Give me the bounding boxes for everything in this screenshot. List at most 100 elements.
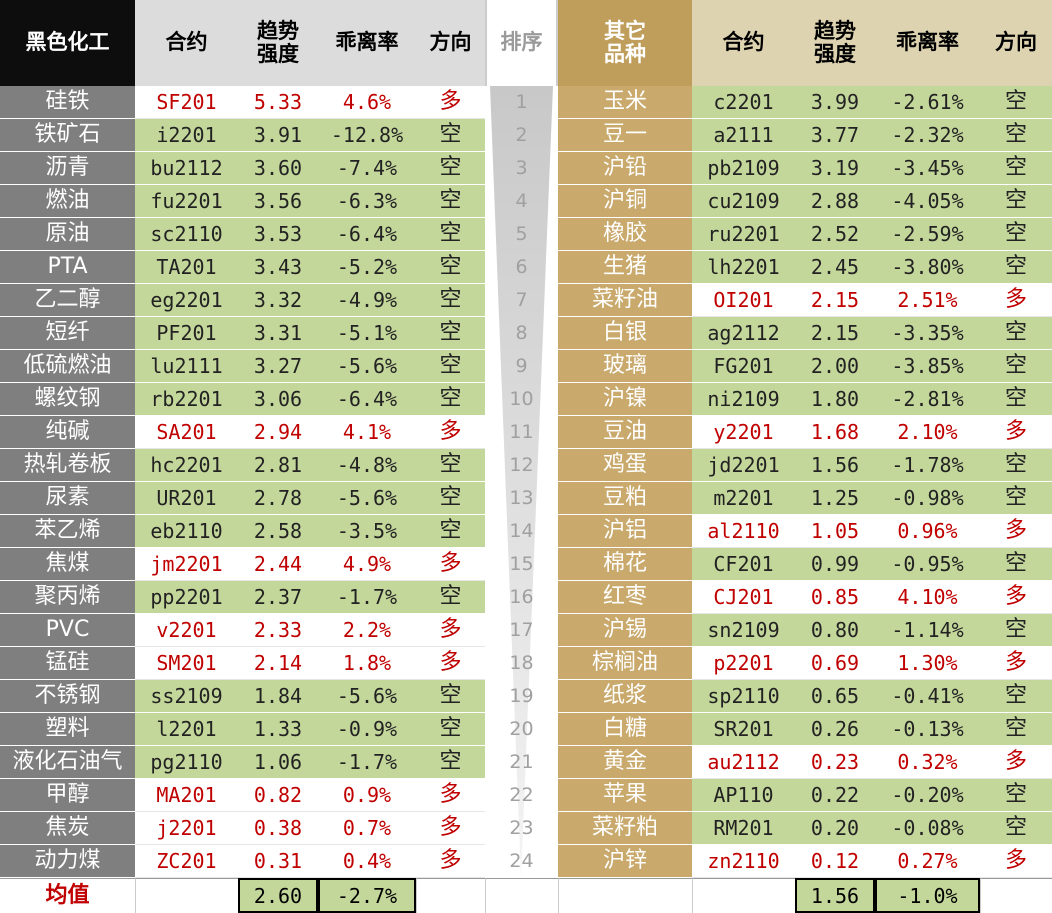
row-name: 棉花	[558, 548, 692, 581]
direction: 空	[416, 713, 485, 746]
row-name: 豆一	[558, 119, 692, 152]
contract: zn2110	[692, 845, 795, 878]
rank: 10	[509, 388, 534, 411]
rank: 16	[509, 586, 534, 609]
contract: ss2109	[135, 680, 238, 713]
contract: fu2201	[135, 185, 238, 218]
deviation: 2.10%	[875, 416, 980, 449]
strength: 1.33	[238, 713, 318, 746]
contract: pb2109	[692, 152, 795, 185]
contract: jd2201	[692, 449, 795, 482]
row-name: 沪镍	[558, 383, 692, 416]
deviation: -5.6%	[318, 350, 416, 383]
row-name: 聚丙烯	[0, 581, 135, 614]
footer-empty	[416, 878, 485, 913]
header-cell: 趋势 强度	[795, 0, 875, 86]
row-name: 沪铝	[558, 515, 692, 548]
direction: 空	[416, 482, 485, 515]
contract: i2201	[135, 119, 238, 152]
direction: 空	[416, 218, 485, 251]
contract: a2111	[692, 119, 795, 152]
direction: 空	[980, 614, 1052, 647]
deviation: -1.78%	[875, 449, 980, 482]
strength: 0.23	[795, 746, 875, 779]
strength: 5.33	[238, 86, 318, 119]
deviation: -1.14%	[875, 614, 980, 647]
strength: 2.15	[795, 284, 875, 317]
header-line: 强度	[814, 42, 856, 66]
row-name: 橡胶	[558, 218, 692, 251]
strength: 1.84	[238, 680, 318, 713]
contract: p2201	[692, 647, 795, 680]
deviation: -4.9%	[318, 284, 416, 317]
direction: 空	[416, 185, 485, 218]
row-name: 螺纹钢	[0, 383, 135, 416]
contract: SR201	[692, 713, 795, 746]
contract: sc2110	[135, 218, 238, 251]
row-name: 白银	[558, 317, 692, 350]
rank: 23	[509, 817, 534, 840]
deviation: 2.2%	[318, 614, 416, 647]
contract: sp2110	[692, 680, 795, 713]
footer-value: -1.0%	[875, 878, 980, 913]
rank: 21	[509, 751, 534, 774]
deviation: -7.4%	[318, 152, 416, 185]
deviation: -0.98%	[875, 482, 980, 515]
row-name: 沪锡	[558, 614, 692, 647]
deviation: 4.6%	[318, 86, 416, 119]
row-name: 尿素	[0, 482, 135, 515]
deviation: -3.80%	[875, 251, 980, 284]
row-name: 不锈钢	[0, 680, 135, 713]
strength: 2.33	[238, 614, 318, 647]
direction: 空	[416, 317, 485, 350]
strength: 0.99	[795, 548, 875, 581]
deviation: 0.27%	[875, 845, 980, 878]
strength: 2.78	[238, 482, 318, 515]
header-cell: 黑色化工	[0, 0, 135, 86]
contract: jm2201	[135, 548, 238, 581]
contract: SA201	[135, 416, 238, 449]
row-name: 黄金	[558, 746, 692, 779]
rank: 20	[509, 718, 534, 741]
strength: 1.80	[795, 383, 875, 416]
direction: 空	[980, 812, 1052, 845]
rank: 24	[509, 850, 534, 873]
footer-empty	[980, 878, 1052, 913]
strength: 0.69	[795, 647, 875, 680]
contract: al2110	[692, 515, 795, 548]
row-name: 苹果	[558, 779, 692, 812]
contract: sn2109	[692, 614, 795, 647]
row-name: 短纤	[0, 317, 135, 350]
deviation: -6.4%	[318, 218, 416, 251]
direction: 多	[416, 548, 485, 581]
deviation: -0.9%	[318, 713, 416, 746]
row-name: 动力煤	[0, 845, 135, 878]
rank: 7	[515, 289, 528, 312]
strength: 0.26	[795, 713, 875, 746]
direction: 多	[416, 614, 485, 647]
header-cell: 乖离率	[875, 0, 980, 86]
deviation: -0.95%	[875, 548, 980, 581]
rank: 5	[515, 223, 528, 246]
deviation: -1.7%	[318, 581, 416, 614]
contract: CF201	[692, 548, 795, 581]
header-line: 其它	[604, 18, 646, 43]
direction: 空	[416, 515, 485, 548]
rank: 18	[509, 652, 534, 675]
contract: ru2201	[692, 218, 795, 251]
rank: 6	[515, 256, 528, 279]
contract: j2201	[135, 812, 238, 845]
row-name: 铁矿石	[0, 119, 135, 152]
row-name: 原油	[0, 218, 135, 251]
row-name: 菜籽粕	[558, 812, 692, 845]
strength: 0.38	[238, 812, 318, 845]
contract: lh2201	[692, 251, 795, 284]
rank: 4	[515, 190, 528, 213]
strength: 2.52	[795, 218, 875, 251]
strength: 3.91	[238, 119, 318, 152]
strength: 2.44	[238, 548, 318, 581]
row-name: 沪铅	[558, 152, 692, 185]
direction: 空	[980, 119, 1052, 152]
direction: 多	[416, 647, 485, 680]
strength: 1.68	[795, 416, 875, 449]
